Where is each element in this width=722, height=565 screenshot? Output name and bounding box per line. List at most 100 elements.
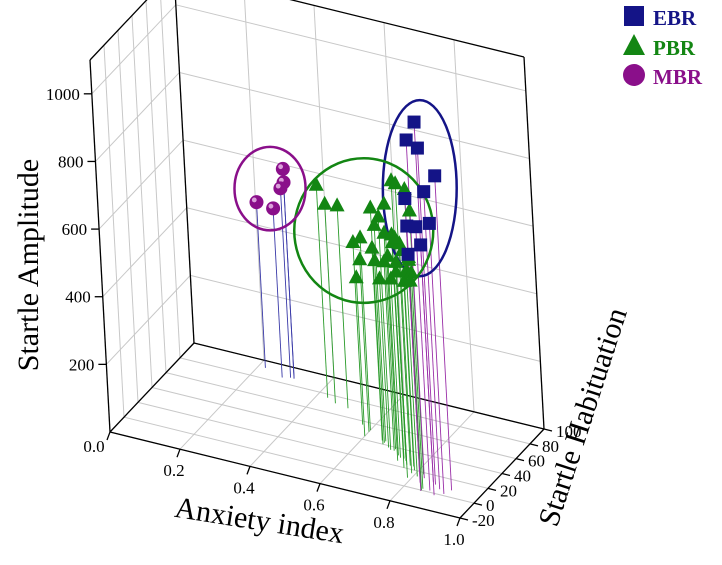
mbr-point [275, 161, 290, 176]
pbr-point [348, 269, 364, 284]
stem-line [394, 183, 411, 466]
stem-line [407, 254, 422, 492]
ebr-point [428, 169, 442, 183]
y-tick-mark [487, 487, 497, 491]
axis-frame-edge [89, 0, 148, 61]
cluster-ellipses-layer [233, 98, 458, 305]
y-tick-label: 80 [542, 437, 559, 456]
back-wall-grid-line [182, 139, 534, 227]
pbr-point [372, 270, 388, 285]
mbr-point [249, 195, 264, 210]
x-tick-mark [106, 431, 111, 441]
z-tick-label: 400 [65, 288, 91, 307]
axis-frame-edge [523, 56, 545, 430]
axis-frame-edge [289, 0, 525, 58]
axis-frame-edge [174, 0, 195, 344]
x-tick-label: 0.2 [163, 461, 184, 480]
stem-line [383, 232, 397, 450]
points-layer [249, 115, 442, 287]
ebr-point [414, 238, 428, 252]
y-tick-mark [459, 517, 469, 521]
stem-line [272, 208, 283, 378]
back-wall-grid-line [179, 71, 530, 159]
z-tick-label: 200 [69, 355, 95, 374]
y-tick-mark [501, 472, 511, 477]
floor-grid-line [165, 372, 517, 460]
y-tick-mark [543, 428, 553, 432]
left-wall-grid-line [131, 15, 153, 388]
left-wall-grid-line [91, 4, 177, 95]
stem-line [371, 247, 383, 441]
axis-frame-edge [89, 59, 111, 433]
left-wall-grid-line [160, 0, 181, 358]
legend-ebr-marker [624, 6, 644, 26]
stem-line [409, 280, 422, 491]
pbr-point [388, 253, 404, 268]
pbr-point [364, 239, 380, 254]
y-axis-label: Startle Habituation [532, 304, 634, 531]
x-tick-label: 1.0 [443, 530, 464, 549]
pbr-point [362, 199, 378, 214]
ebr-point [417, 185, 431, 199]
grid-layer [89, 0, 545, 519]
floor-grid-line [123, 416, 475, 504]
stem-line [256, 202, 266, 368]
ebr-cluster-ellipse [381, 98, 458, 278]
axis-frame-edge [109, 431, 461, 519]
mbr-point-highlight [278, 164, 284, 170]
y-tick-mark [529, 443, 539, 447]
stem-line [379, 278, 390, 448]
stem-line [410, 272, 424, 489]
x-tick-label: 0.4 [233, 478, 255, 497]
x-tick-label: 0.8 [373, 513, 394, 532]
stem-line [374, 260, 385, 443]
y-tick-label: 100 [556, 422, 582, 441]
mbr-cluster-ellipse [233, 145, 307, 232]
left-wall-grid-line [102, 207, 188, 298]
y-tick-mark [515, 458, 525, 462]
ebr-point [409, 220, 423, 234]
pbr-point [308, 176, 324, 191]
y-tick-label: 20 [500, 481, 517, 500]
ebr-point [407, 115, 421, 129]
axis-frame-edge [193, 342, 545, 430]
stem-line [359, 237, 371, 431]
y-tick-mark [473, 502, 483, 506]
stem-line [405, 270, 418, 477]
x-tick-label: 0.0 [83, 437, 104, 456]
mbr-point-highlight [268, 203, 274, 209]
z-tick-label: 800 [58, 152, 84, 171]
stem-line [434, 175, 453, 491]
x-tick-mark [316, 483, 321, 492]
pbr-point [380, 247, 396, 262]
floor-grid-line [151, 387, 503, 474]
stem-line [279, 188, 292, 378]
floor-grid-line [137, 401, 489, 489]
x-tick-mark [456, 517, 461, 527]
stem-line [415, 226, 431, 491]
pbr-point [387, 229, 403, 244]
stem-line [416, 148, 436, 485]
back-wall-grid-line [175, 4, 526, 92]
legend-ebr-label: EBR [653, 6, 697, 30]
left-wall-grid-line [106, 275, 191, 365]
back-wall-grid-line [383, 22, 405, 395]
stem-line [387, 255, 399, 456]
stem-line [324, 203, 336, 404]
pbr-point [367, 252, 383, 267]
pbr-point [387, 175, 403, 190]
pbr-cluster-ellipse [292, 156, 435, 305]
back-wall-grid-line [453, 39, 475, 412]
left-wall-grid-line [103, 45, 125, 418]
pbr-point [329, 197, 345, 212]
stem-line [377, 216, 392, 450]
legend-mbr-marker [623, 64, 645, 86]
stem-line [283, 182, 295, 379]
mbr-point [266, 201, 281, 216]
legend-pbr-marker [623, 34, 645, 55]
pbr-point [366, 216, 382, 231]
stem-line [359, 259, 370, 432]
